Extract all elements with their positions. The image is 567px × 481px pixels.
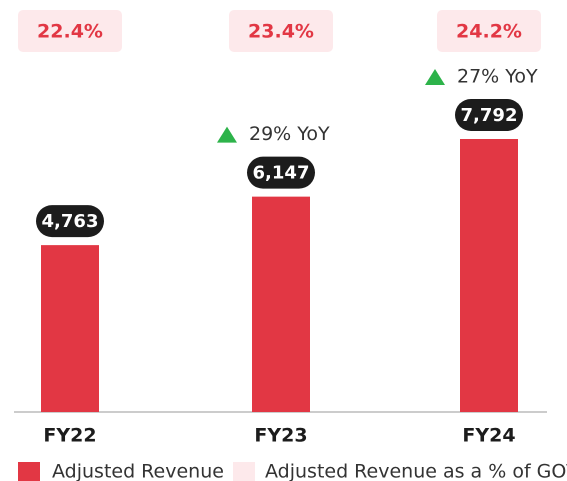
x-tick-label: FY23 — [254, 425, 307, 447]
bar — [41, 245, 99, 412]
pct-box — [437, 10, 541, 52]
pct-label: 23.4% — [248, 21, 314, 43]
bar — [252, 196, 310, 412]
x-tick-label: FY24 — [462, 425, 515, 447]
legend-label: Adjusted Revenue as a % of GOV — [265, 461, 567, 481]
legend-label: Adjusted Revenue — [52, 461, 224, 481]
bar — [460, 139, 518, 412]
yoy-arrow — [425, 69, 445, 85]
pct-box — [18, 10, 122, 52]
legend-swatch — [18, 462, 40, 481]
value-label: 6,147 — [253, 163, 310, 184]
pct-label: 22.4% — [37, 21, 103, 43]
yoy-label: 29% YoY — [249, 123, 330, 145]
pct-box — [229, 10, 333, 52]
yoy-arrow — [217, 126, 237, 143]
value-pill — [247, 156, 315, 189]
value-pill — [36, 205, 104, 238]
value-label: 4,763 — [42, 211, 99, 232]
legend-swatch — [233, 462, 255, 481]
x-tick-label: FY22 — [43, 425, 96, 447]
yoy-label: 27% YoY — [457, 66, 538, 88]
pct-label: 24.2% — [456, 21, 522, 43]
value-label: 7,792 — [461, 105, 518, 126]
value-pill — [455, 99, 523, 131]
